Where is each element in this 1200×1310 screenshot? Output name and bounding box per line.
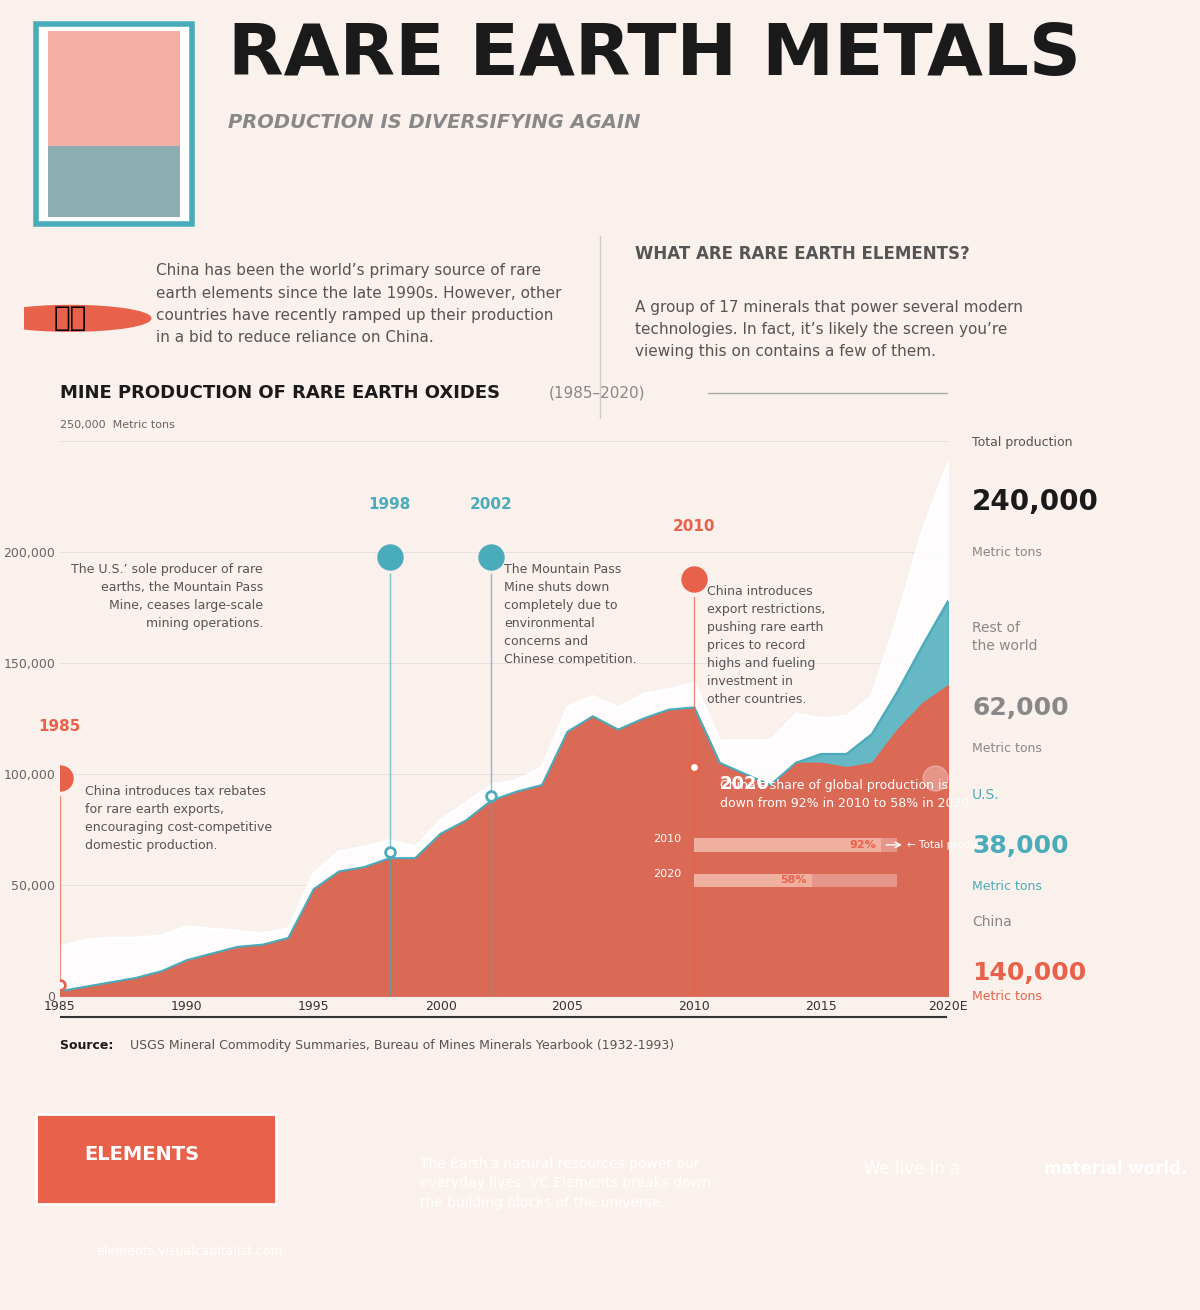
Text: (1985–2020): (1985–2020) <box>548 385 644 401</box>
Text: 140,000: 140,000 <box>972 962 1086 985</box>
Text: ELEMENTS: ELEMENTS <box>84 1145 199 1163</box>
Text: A group of 17 minerals that power several modern
technologies. In fact, it’s lik: A group of 17 minerals that power severa… <box>635 300 1022 359</box>
Text: China: China <box>972 914 1012 929</box>
Text: China introduces tax rebates
for rare earth exports,
encouraging cost-competitiv: China introduces tax rebates for rare ea… <box>85 785 272 852</box>
Text: We live in a: We live in a <box>864 1159 965 1178</box>
Text: Rest of
the world: Rest of the world <box>972 621 1038 654</box>
Text: China has been the world’s primary source of rare
earth elements since the late : China has been the world’s primary sourc… <box>156 263 562 345</box>
Bar <box>695 874 898 887</box>
Text: elements.visualcapitalist.com: elements.visualcapitalist.com <box>96 1244 282 1258</box>
Text: 🇨🇳: 🇨🇳 <box>54 304 86 333</box>
Bar <box>695 838 881 852</box>
Text: Total production: Total production <box>972 436 1073 449</box>
Text: 58%: 58% <box>780 875 806 886</box>
Text: 92%: 92% <box>850 840 876 850</box>
Bar <box>695 838 898 852</box>
Text: 1985: 1985 <box>38 719 82 734</box>
Bar <box>695 874 812 887</box>
Text: 2002: 2002 <box>470 498 512 512</box>
Text: 250,000  Metric tons: 250,000 Metric tons <box>60 421 175 430</box>
Text: Metric tons: Metric tons <box>972 546 1042 559</box>
Text: 2020: 2020 <box>720 776 769 794</box>
Text: 2020: 2020 <box>653 869 682 879</box>
Text: Metric tons: Metric tons <box>972 990 1042 1003</box>
Text: Source:: Source: <box>60 1039 118 1052</box>
Text: material world.: material world. <box>1044 1159 1187 1178</box>
Text: China introduces
export restrictions,
pushing rare earth
prices to record
highs : China introduces export restrictions, pu… <box>707 586 826 706</box>
Text: 38,000: 38,000 <box>972 834 1069 858</box>
Text: Metric tons: Metric tons <box>972 741 1042 755</box>
Text: USGS Mineral Commodity Summaries, Bureau of Mines Minerals Yearbook (1932-1993): USGS Mineral Commodity Summaries, Bureau… <box>130 1039 674 1052</box>
Text: Metric tons: Metric tons <box>972 880 1042 893</box>
FancyBboxPatch shape <box>36 24 192 224</box>
FancyBboxPatch shape <box>48 30 180 217</box>
FancyBboxPatch shape <box>48 147 180 217</box>
FancyBboxPatch shape <box>36 1115 276 1204</box>
Text: 2010: 2010 <box>654 833 682 844</box>
Text: ← Total production: ← Total production <box>907 840 1003 850</box>
Text: The Mountain Pass
Mine shuts down
completely due to
environmental
concerns and
C: The Mountain Pass Mine shuts down comple… <box>504 563 637 667</box>
Text: MINE PRODUCTION OF RARE EARTH OXIDES: MINE PRODUCTION OF RARE EARTH OXIDES <box>60 384 500 402</box>
Text: PRODUCTION IS DIVERSIFYING AGAIN: PRODUCTION IS DIVERSIFYING AGAIN <box>228 113 641 132</box>
Text: U.S.: U.S. <box>972 789 1000 802</box>
Text: China's share of global production is
down from 92% in 2010 to 58% in 2020.: China's share of global production is do… <box>720 779 973 810</box>
Text: The Earth’s natural resources power our
everyday lives. VC Elements breaks down
: The Earth’s natural resources power our … <box>420 1157 710 1209</box>
Text: 1998: 1998 <box>368 498 412 512</box>
Circle shape <box>0 305 151 331</box>
Text: 62,000: 62,000 <box>972 696 1069 720</box>
Text: WHAT ARE RARE EARTH ELEMENTS?: WHAT ARE RARE EARTH ELEMENTS? <box>635 245 970 263</box>
Text: 2010: 2010 <box>673 520 715 534</box>
Text: 240,000: 240,000 <box>972 489 1099 516</box>
Text: The U.S.’ sole producer of rare
earths, the Mountain Pass
Mine, ceases large-sca: The U.S.’ sole producer of rare earths, … <box>71 563 263 630</box>
Text: RARE EARTH METALS: RARE EARTH METALS <box>228 21 1081 89</box>
